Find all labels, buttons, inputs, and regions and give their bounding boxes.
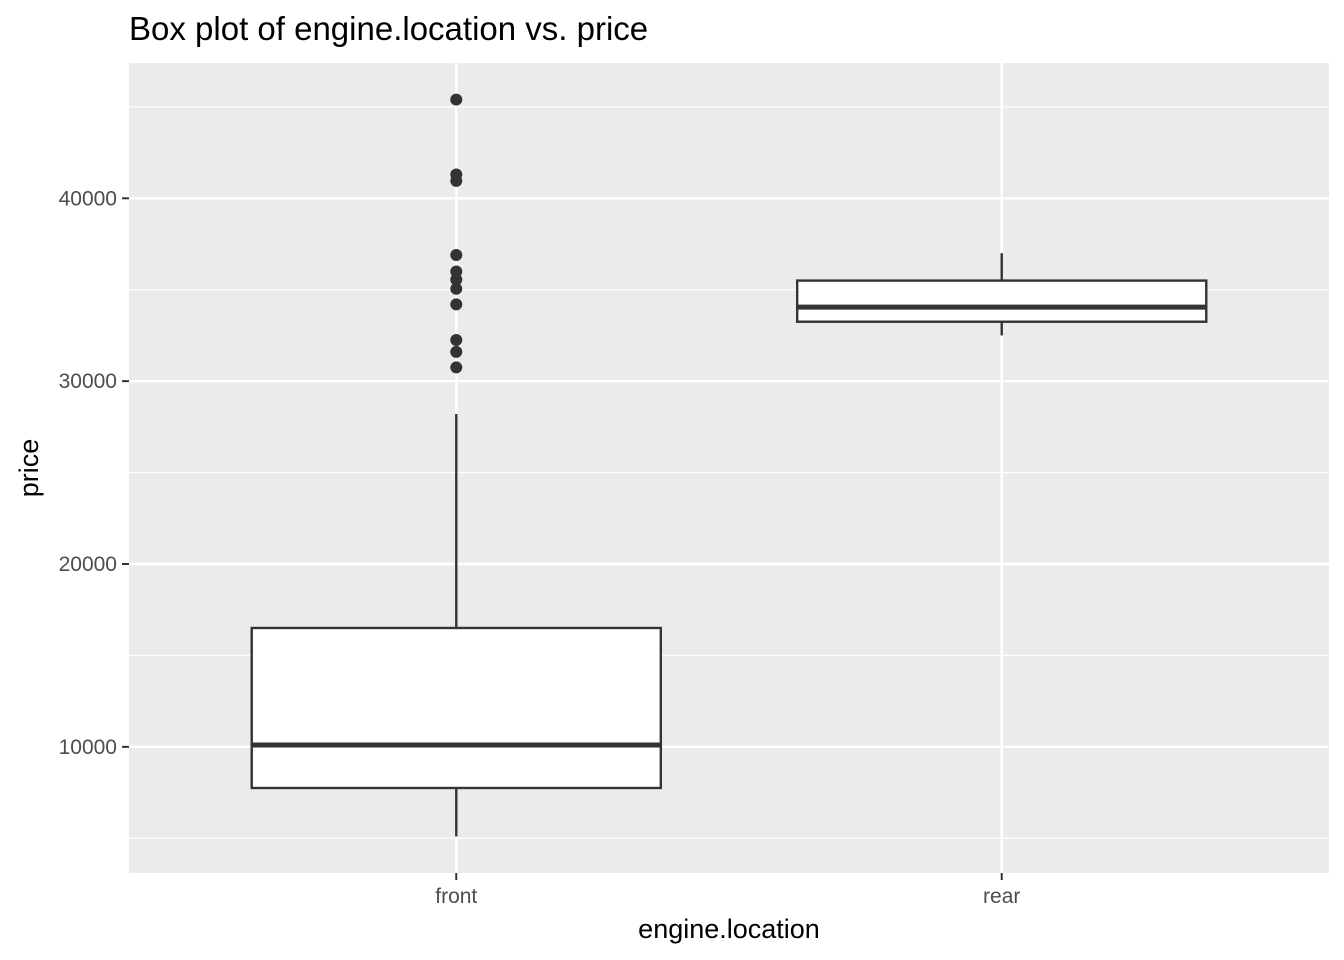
x-tick-label: rear [983, 885, 1020, 908]
box-layer [250, 93, 1208, 837]
outlier-point [450, 298, 463, 311]
box-rear [795, 253, 1208, 336]
y-tick-label: 40000 [59, 187, 117, 210]
y-tick-label: 20000 [59, 553, 117, 576]
outlier-point [450, 265, 463, 278]
iqr-box [250, 626, 663, 790]
x-axis-title: engine.location [638, 914, 820, 944]
iqr-box [795, 279, 1208, 323]
outlier-point [450, 248, 463, 261]
y-axis-title: price [14, 439, 44, 498]
outlier-point [450, 273, 463, 286]
box-front [250, 93, 663, 837]
outlier-point [450, 334, 463, 347]
outlier-point [450, 345, 463, 358]
chart-title: Box plot of engine.location vs. price [129, 10, 648, 47]
outlier-point [450, 168, 463, 181]
axes: 10000 20000 30000 40000 front rear [59, 187, 1021, 908]
x-tick-label: front [435, 885, 477, 908]
outlier-point [450, 361, 463, 374]
y-tick-label: 30000 [59, 370, 117, 393]
outlier-point [450, 282, 463, 295]
y-tick-label: 10000 [59, 736, 117, 759]
outlier-point [450, 93, 463, 106]
